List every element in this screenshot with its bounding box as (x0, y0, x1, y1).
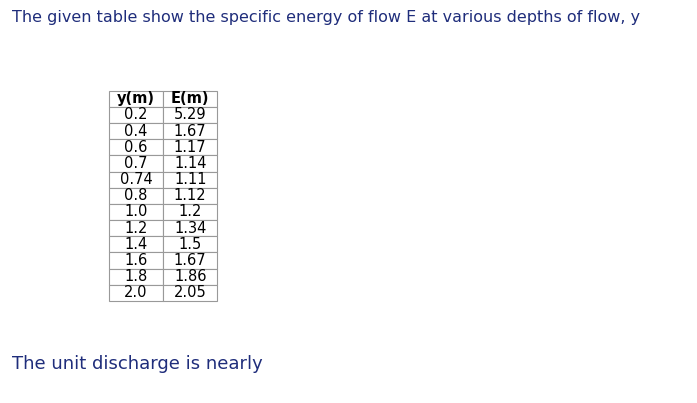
Text: The unit discharge is nearly: The unit discharge is nearly (12, 355, 263, 373)
Text: The given table show the specific energy of flow E at various depths of flow, y: The given table show the specific energy… (12, 10, 640, 25)
